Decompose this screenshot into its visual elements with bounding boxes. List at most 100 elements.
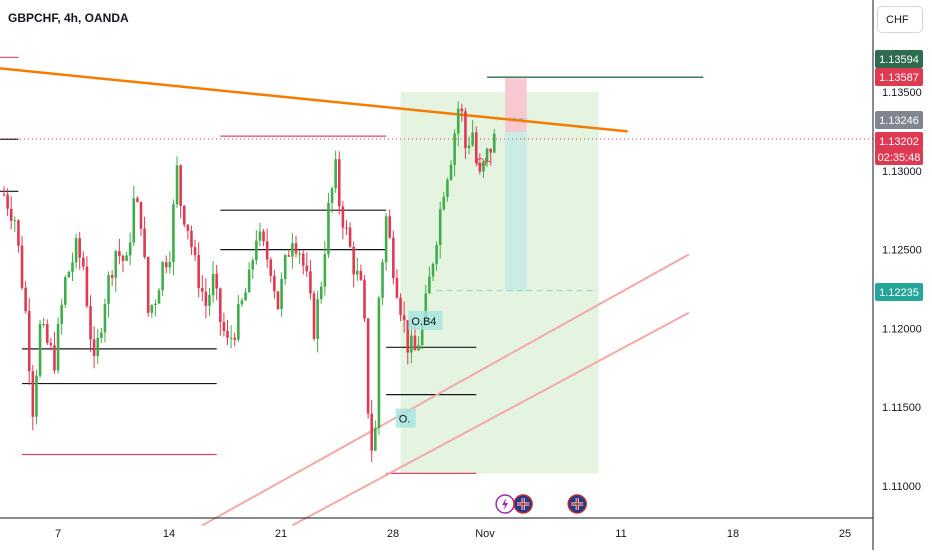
candle[interactable] xyxy=(406,320,410,353)
candle[interactable] xyxy=(327,202,330,255)
candle[interactable] xyxy=(71,262,74,272)
candle[interactable] xyxy=(139,201,143,229)
candle[interactable] xyxy=(482,161,485,172)
candle[interactable] xyxy=(424,293,428,326)
candle[interactable] xyxy=(161,262,164,291)
candle[interactable] xyxy=(103,304,107,333)
candle[interactable] xyxy=(348,227,352,247)
take-profit-zone[interactable] xyxy=(505,132,527,292)
channel-line[interactable] xyxy=(291,311,690,527)
candle[interactable] xyxy=(56,323,60,371)
candle[interactable] xyxy=(265,241,269,260)
channel-line[interactable] xyxy=(201,253,690,527)
candle[interactable] xyxy=(298,253,301,255)
candle[interactable] xyxy=(258,231,262,241)
candle[interactable] xyxy=(287,255,291,257)
candle[interactable] xyxy=(121,255,125,261)
candle[interactable] xyxy=(172,204,175,262)
candle[interactable] xyxy=(204,291,208,306)
candle[interactable] xyxy=(417,345,420,351)
candle[interactable] xyxy=(146,257,150,313)
candle[interactable] xyxy=(312,293,316,339)
candle[interactable] xyxy=(269,259,273,276)
resistance-trend-line[interactable] xyxy=(0,65,628,133)
candle[interactable] xyxy=(78,238,82,258)
candle[interactable] xyxy=(399,297,402,316)
candle[interactable] xyxy=(413,335,417,351)
candle[interactable] xyxy=(323,254,327,287)
candle[interactable] xyxy=(114,251,118,278)
candle[interactable] xyxy=(107,275,110,305)
candle[interactable] xyxy=(446,179,449,197)
candle[interactable] xyxy=(478,163,482,172)
candle[interactable] xyxy=(410,335,413,353)
candle[interactable] xyxy=(244,292,247,301)
candle[interactable] xyxy=(384,216,388,263)
candle[interactable] xyxy=(352,246,355,275)
candle[interactable] xyxy=(428,276,431,294)
candle[interactable] xyxy=(74,238,78,263)
candle[interactable] xyxy=(464,111,467,149)
candle[interactable] xyxy=(9,208,13,221)
candle[interactable] xyxy=(200,288,204,292)
candle[interactable] xyxy=(197,255,200,289)
candle[interactable] xyxy=(92,339,96,356)
candle[interactable] xyxy=(485,148,489,162)
candle[interactable] xyxy=(305,265,309,272)
candle[interactable] xyxy=(467,145,471,149)
candle[interactable] xyxy=(168,261,172,268)
candle[interactable] xyxy=(190,230,193,248)
candle[interactable] xyxy=(237,304,240,340)
candle[interactable] xyxy=(420,325,424,346)
candle[interactable] xyxy=(471,132,474,146)
candle[interactable] xyxy=(132,198,136,243)
candle[interactable] xyxy=(31,371,35,417)
candle[interactable] xyxy=(136,198,139,202)
candle[interactable] xyxy=(82,257,85,267)
candle[interactable] xyxy=(395,277,399,298)
candle[interactable] xyxy=(110,275,114,278)
candle[interactable] xyxy=(128,242,132,256)
candle[interactable] xyxy=(262,231,265,242)
candle[interactable] xyxy=(474,132,478,164)
candle[interactable] xyxy=(100,332,103,338)
candle[interactable] xyxy=(186,224,190,231)
candle[interactable] xyxy=(125,255,128,261)
candle[interactable] xyxy=(233,337,237,340)
candle[interactable] xyxy=(359,270,363,280)
candle[interactable] xyxy=(240,300,244,305)
candle[interactable] xyxy=(219,288,222,323)
candle[interactable] xyxy=(337,159,341,207)
candle[interactable] xyxy=(49,342,53,346)
candle[interactable] xyxy=(280,278,283,310)
candle[interactable] xyxy=(442,196,446,210)
candle[interactable] xyxy=(345,227,348,229)
candle[interactable] xyxy=(179,165,182,206)
candle[interactable] xyxy=(435,245,438,264)
candle[interactable] xyxy=(143,228,146,258)
candle[interactable] xyxy=(85,266,89,307)
candle[interactable] xyxy=(193,247,197,256)
candle[interactable] xyxy=(341,206,345,228)
stop-loss-zone[interactable] xyxy=(505,78,527,133)
candle[interactable] xyxy=(316,299,319,339)
candle[interactable] xyxy=(24,287,27,312)
candle[interactable] xyxy=(381,262,384,298)
candle[interactable] xyxy=(96,337,100,356)
candle[interactable] xyxy=(215,273,218,289)
candle[interactable] xyxy=(222,322,226,331)
candle[interactable] xyxy=(17,220,20,246)
candle[interactable] xyxy=(164,262,168,268)
candle[interactable] xyxy=(251,260,255,270)
candle[interactable] xyxy=(89,306,92,340)
candle[interactable] xyxy=(63,277,67,305)
currency-selector[interactable]: CHF xyxy=(877,6,923,33)
candle[interactable] xyxy=(38,324,42,376)
candle[interactable] xyxy=(291,243,294,257)
candle[interactable] xyxy=(2,194,6,196)
candle[interactable] xyxy=(438,209,442,246)
candle[interactable] xyxy=(150,305,154,313)
candle[interactable] xyxy=(402,315,406,321)
candle[interactable] xyxy=(67,271,71,278)
